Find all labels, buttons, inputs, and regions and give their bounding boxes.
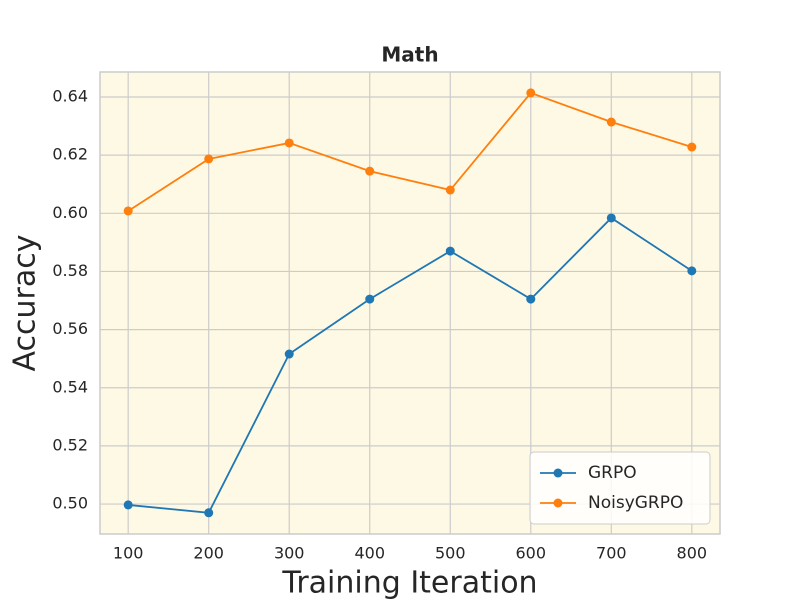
marker xyxy=(687,142,697,152)
y-tick-label: 0.60 xyxy=(52,203,88,222)
marker xyxy=(606,117,616,127)
y-tick-label: 0.50 xyxy=(52,494,88,513)
y-tick-label: 0.64 xyxy=(52,87,88,106)
plot-frame xyxy=(99,71,721,535)
marker xyxy=(365,166,375,176)
x-tick-label: 700 xyxy=(596,544,627,563)
chart-title: Math xyxy=(381,43,438,67)
marker xyxy=(365,294,375,304)
x-tick-label: 400 xyxy=(354,544,385,563)
line xyxy=(127,91,693,212)
marker xyxy=(284,138,294,148)
x-tick-label: 600 xyxy=(516,544,547,563)
x-tick-label: 300 xyxy=(274,544,305,563)
y-tick-label: 0.58 xyxy=(52,261,88,280)
legend-marker xyxy=(553,498,563,508)
x-axis-label: Training Iteration xyxy=(281,566,537,601)
marker xyxy=(445,246,455,256)
marker xyxy=(606,213,616,223)
y-tick-label: 0.56 xyxy=(52,319,88,338)
y-axis-label: Accuracy xyxy=(8,235,43,372)
x-tick-label: 200 xyxy=(193,544,224,563)
marker xyxy=(123,500,133,510)
x-tick-label: 800 xyxy=(677,544,708,563)
legend-box xyxy=(529,451,711,525)
legend-label: NoisyGRPO xyxy=(588,493,683,513)
x-tick-label: 100 xyxy=(113,544,144,563)
y-tick-label: 0.54 xyxy=(52,377,88,396)
marker xyxy=(526,88,536,98)
marker xyxy=(445,185,455,195)
marker xyxy=(123,206,133,216)
marker xyxy=(204,508,214,518)
line xyxy=(128,216,693,514)
marker xyxy=(687,266,697,276)
marker xyxy=(204,154,214,164)
y-tick-label: 0.52 xyxy=(52,435,88,454)
legend-label: GRPO xyxy=(588,463,637,483)
marker xyxy=(526,294,536,304)
y-tick-label: 0.62 xyxy=(52,145,88,164)
legend-marker xyxy=(553,468,563,478)
marker xyxy=(284,349,294,359)
x-tick-label: 500 xyxy=(435,544,466,563)
